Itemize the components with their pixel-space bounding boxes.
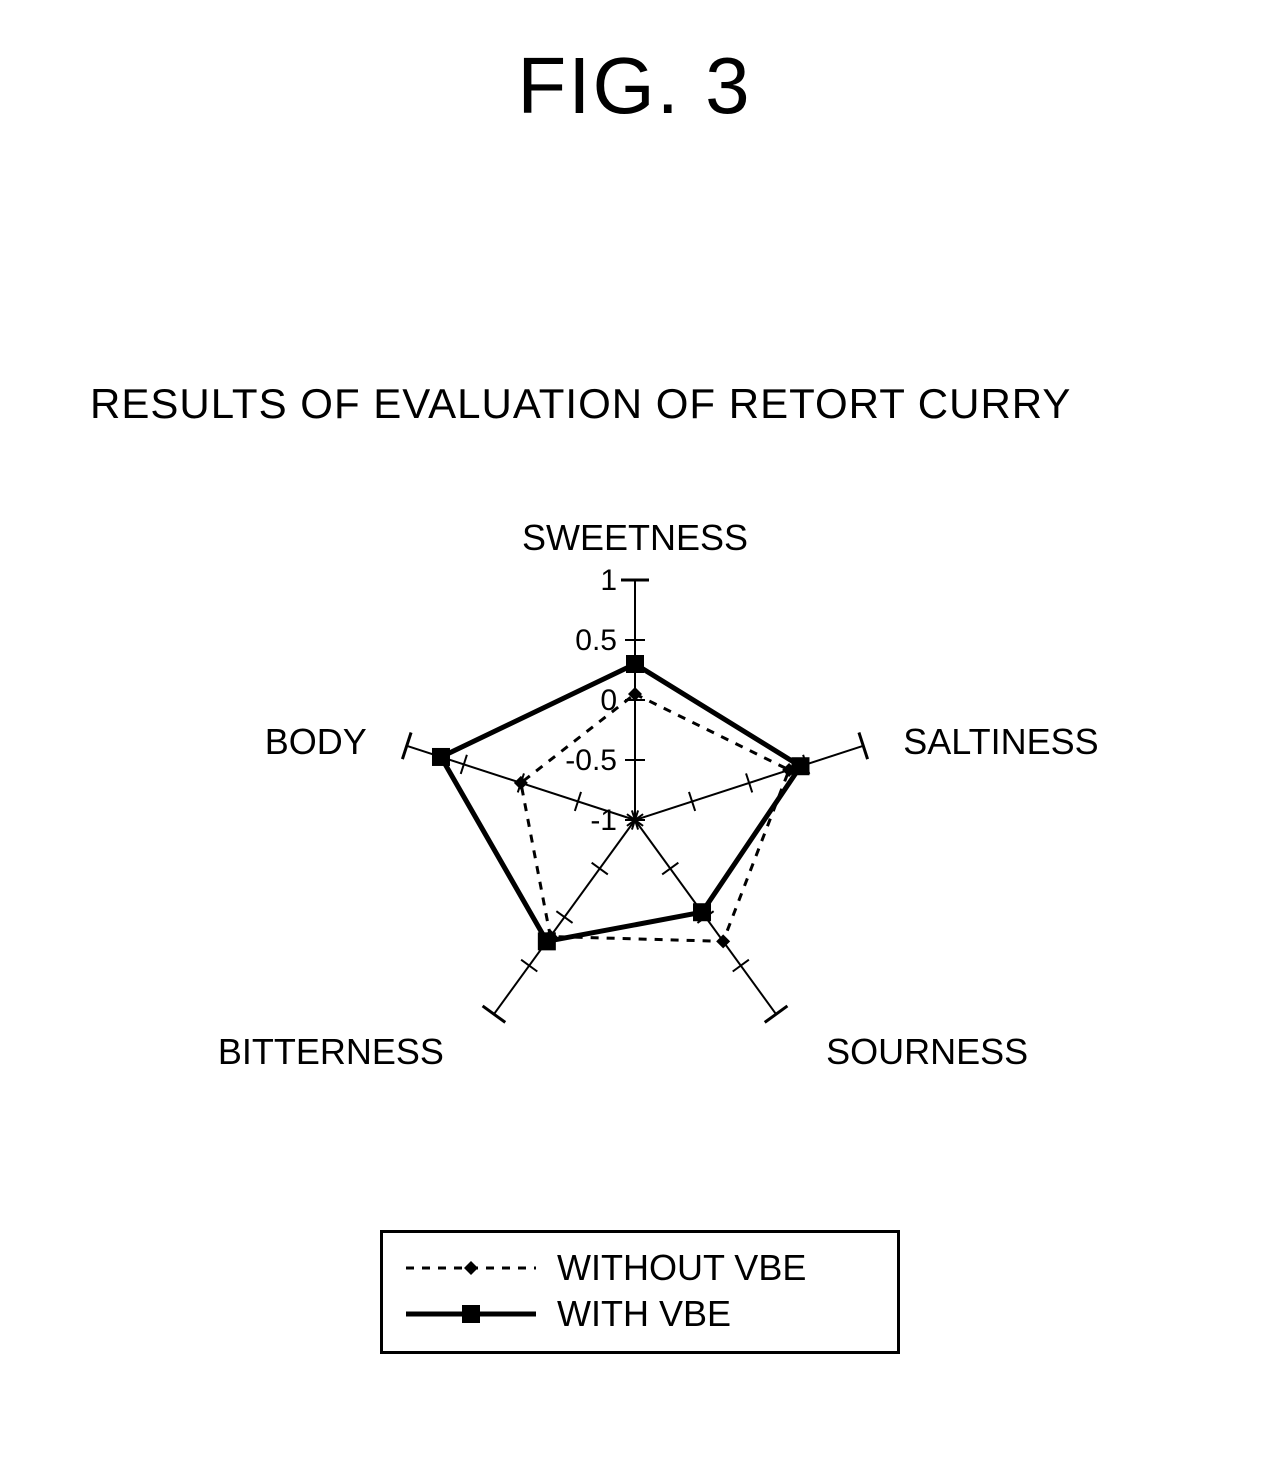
svg-text:-0.5: -0.5 — [565, 744, 617, 777]
svg-text:SALTINESS: SALTINESS — [903, 721, 1098, 762]
svg-text:0: 0 — [600, 684, 617, 717]
legend: WITHOUT VBE WITH VBE — [380, 1230, 900, 1354]
radar-svg: -1 -0.5 0 0.5 1 SWEETNESS SALTINESS SOURNESS BIT… — [120, 440, 1150, 1160]
svg-text:BITTERNESS: BITTERNESS — [218, 1031, 444, 1072]
legend-label-with-vbe: WITH VBE — [557, 1293, 731, 1335]
legend-item-without-vbe: WITHOUT VBE — [401, 1245, 879, 1291]
svg-text:SOURNESS: SOURNESS — [826, 1031, 1028, 1072]
svg-text:0.5: 0.5 — [575, 624, 617, 657]
svg-text:-1: -1 — [590, 804, 617, 837]
radar-chart: -1 -0.5 0 0.5 1 SWEETNESS SALTINESS SOURNESS BIT… — [120, 440, 1150, 1160]
page: FIG. 3 RESULTS OF EVALUATION OF RETORT C… — [0, 0, 1269, 1463]
legend-swatch-with-vbe — [401, 1294, 541, 1334]
legend-label-without-vbe: WITHOUT VBE — [557, 1247, 806, 1289]
svg-text:BODY: BODY — [265, 721, 367, 762]
legend-swatch-without-vbe — [401, 1248, 541, 1288]
svg-text:SWEETNESS: SWEETNESS — [522, 517, 748, 558]
svg-text:1: 1 — [600, 564, 617, 597]
legend-item-with-vbe: WITH VBE — [401, 1291, 879, 1337]
chart-title: RESULTS OF EVALUATION OF RETORT CURRY — [90, 380, 1071, 428]
figure-label: FIG. 3 — [0, 40, 1269, 132]
